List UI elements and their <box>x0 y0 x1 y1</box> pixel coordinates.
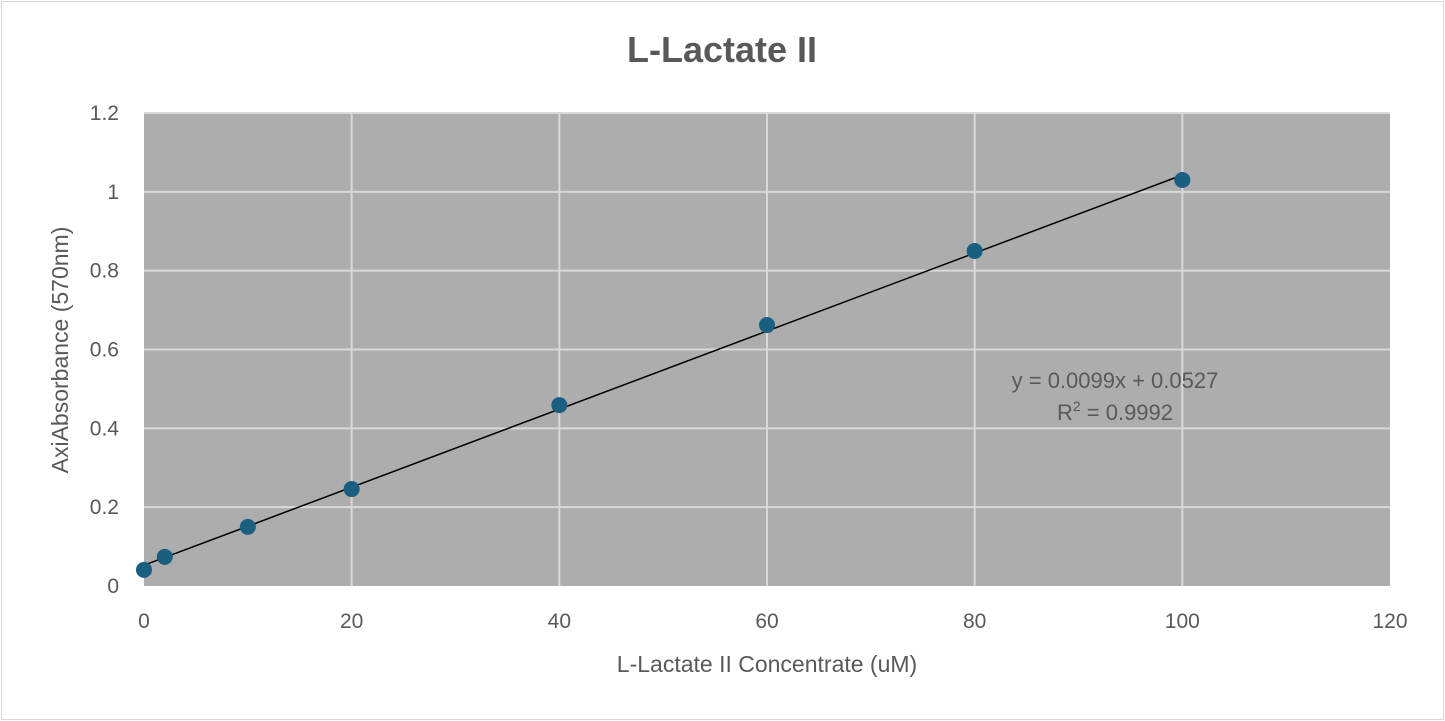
trendline-equation: y = 0.0099x + 0.0527 <box>1012 368 1219 393</box>
data-points <box>136 172 1191 578</box>
data-point <box>1174 172 1191 189</box>
data-point <box>343 481 360 498</box>
y-tick-label: 0.8 <box>90 260 119 283</box>
y-tick-label: 0.2 <box>90 496 119 519</box>
y-tick-label: 1 <box>107 181 119 204</box>
chart-title: L-Lactate II <box>627 29 817 70</box>
y-axis-ticks: 0 0.2 0.4 0.6 0.8 1 1.2 <box>90 102 120 598</box>
x-tick-label: 20 <box>340 610 363 633</box>
x-tick-label: 0 <box>138 610 150 633</box>
data-point <box>551 397 568 414</box>
x-tick-label: 80 <box>963 610 986 633</box>
x-axis-ticks: 0 20 40 60 80 100 120 <box>138 610 1407 633</box>
y-tick-label: 0.4 <box>90 417 120 440</box>
data-point <box>156 548 173 565</box>
trendline <box>143 174 1183 566</box>
data-point <box>759 317 775 334</box>
x-tick-label: 120 <box>1372 610 1407 633</box>
data-point <box>136 561 152 578</box>
gridlines <box>144 112 1390 586</box>
x-tick-label: 60 <box>755 610 778 633</box>
y-tick-label: 0 <box>107 575 119 598</box>
x-tick-label: 40 <box>548 610 571 633</box>
y-tick-label: 0.6 <box>90 339 119 362</box>
y-axis-title: AxiAbsorbance (570nm) <box>47 227 73 474</box>
data-point <box>966 242 983 259</box>
data-point <box>239 518 256 535</box>
x-tick-label: 100 <box>1165 610 1200 633</box>
x-axis-title: L-Lactate II Concentrate (uM) <box>617 651 917 677</box>
y-tick-label: 1.2 <box>90 102 119 125</box>
r-squared-label: R2 = 0.9992 <box>1057 398 1173 425</box>
